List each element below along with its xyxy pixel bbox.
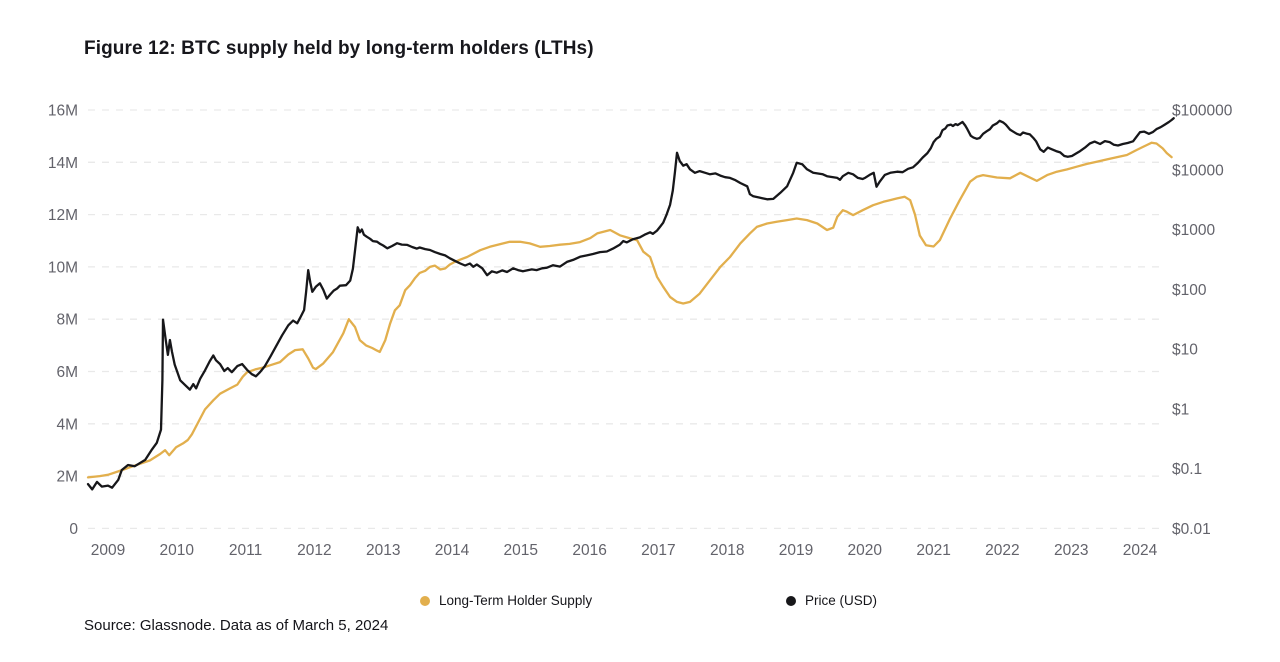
price-line: [86, 117, 1175, 491]
x-axis-tick: 2009: [91, 542, 125, 559]
right-axis-labels: $0.01 $0.1 $1 $10 $100 $1000 $10000 $100000: [1172, 103, 1233, 538]
x-axis-tick: 2018: [710, 542, 744, 559]
legend-dot-price: [786, 595, 796, 606]
left-axis-tick: 6M: [56, 364, 78, 381]
figure-title: Figure 12: BTC supply held by long-term …: [84, 38, 594, 59]
x-axis-tick: 2016: [572, 542, 606, 559]
left-axis-tick: 14M: [48, 155, 78, 172]
right-axis-tick: $0.1: [1172, 461, 1202, 478]
lth-supply-line: [86, 141, 1173, 479]
left-axis-tick: 0: [69, 521, 78, 538]
x-axis-tick: 2019: [779, 542, 813, 559]
right-axis-tick: $10000: [1172, 162, 1224, 179]
chart-canvas: 02M4M6M8M10M12M14M16M$0.01$0.1$1$10$100$…: [48, 103, 1233, 560]
left-axis-tick: 12M: [48, 207, 78, 224]
x-axis-tick: 2020: [848, 542, 883, 559]
x-axis-tick: 2015: [504, 542, 538, 559]
x-axis-tick: 2024: [1123, 542, 1158, 559]
right-axis-tick: $0.01: [1172, 521, 1211, 538]
x-axis-tick: 2014: [435, 542, 470, 559]
left-axis-tick: 10M: [48, 259, 78, 276]
left-axis-labels: 0 2M 4M 6M 8M 10M 12M 14M 16M: [48, 103, 79, 538]
right-axis-tick: $10: [1172, 342, 1198, 359]
legend-item-lth-supply: Long-Term Holder Supply: [420, 593, 592, 608]
x-axis-tick: 2012: [297, 542, 331, 559]
left-axis-tick: 4M: [56, 416, 78, 433]
source-caption: Source: Glassnode. Data as of March 5, 2…: [84, 617, 389, 634]
x-axis-tick: 2010: [160, 542, 195, 559]
right-axis-tick: $100000: [1172, 103, 1233, 120]
x-axis-tick: 2021: [916, 542, 950, 559]
right-axis-tick: $1000: [1172, 222, 1215, 239]
legend-label-price: Price (USD): [805, 593, 878, 608]
x-axis-tick: 2013: [366, 542, 400, 559]
left-axis-tick: 2M: [56, 469, 78, 486]
x-axis-tick: 2017: [641, 542, 675, 559]
x-axis-labels: 2009 2010 2011 2012 2013 2014 2015 2016 2017 2018…: [91, 542, 1158, 559]
x-axis-tick: 2011: [229, 542, 262, 559]
legend: Long-Term Holder Supply Price (USD): [0, 593, 1280, 615]
legend-label-lth-supply: Long-Term Holder Supply: [439, 593, 593, 608]
legend-dot-lth-supply: [420, 595, 430, 606]
left-axis-tick: 8M: [56, 312, 78, 329]
x-axis-tick: 2022: [985, 542, 1019, 559]
gridlines: [88, 109, 1163, 530]
legend-item-price: Price (USD): [786, 593, 877, 608]
right-axis-tick: $1: [1172, 401, 1189, 418]
right-axis-tick: $100: [1172, 282, 1207, 299]
left-axis-tick: 16M: [48, 103, 78, 120]
x-axis-tick: 2023: [1054, 542, 1088, 559]
